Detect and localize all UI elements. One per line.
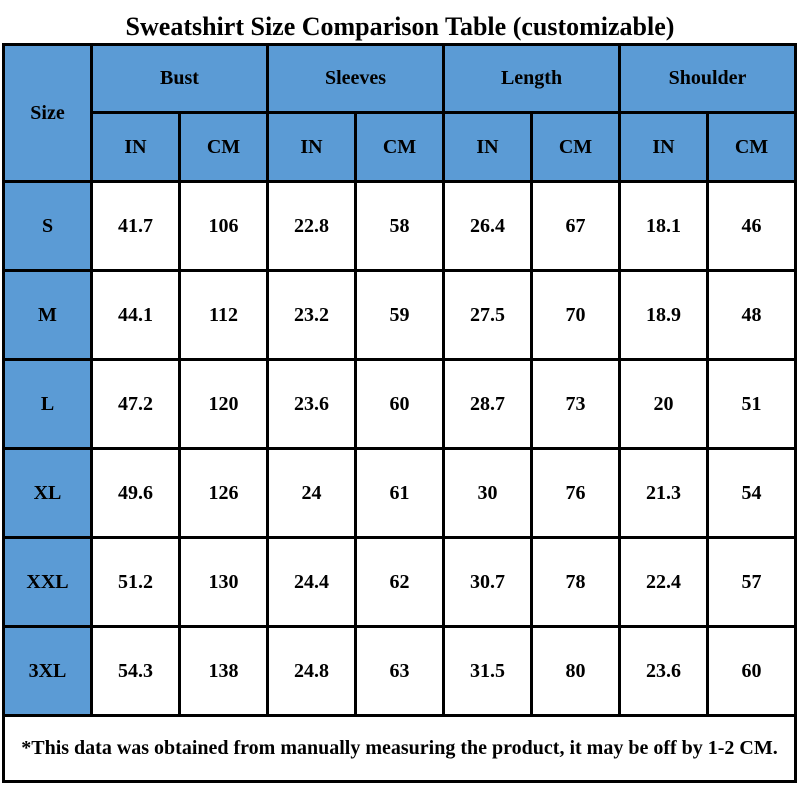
value-cell: 54.3 xyxy=(90,625,181,717)
value-cell: 49.6 xyxy=(90,447,181,539)
table-row-3xl: 3XL 54.3 138 24.8 63 31.5 80 23.6 60 xyxy=(2,625,797,717)
value-cell: 76 xyxy=(530,447,621,539)
size-label-s: S xyxy=(2,180,93,272)
value-cell: 28.7 xyxy=(442,358,533,450)
size-label-l: L xyxy=(2,358,93,450)
value-cell: 18.9 xyxy=(618,269,709,361)
value-cell: 41.7 xyxy=(90,180,181,272)
value-cell: 23.6 xyxy=(618,625,709,717)
size-label-3xl: 3XL xyxy=(2,625,93,717)
unit-header-length-cm: CM xyxy=(530,111,621,183)
value-cell: 63 xyxy=(354,625,445,717)
unit-header-sleeves-in: IN xyxy=(266,111,357,183)
size-label-m: M xyxy=(2,269,93,361)
value-cell: 70 xyxy=(530,269,621,361)
value-cell: 47.2 xyxy=(90,358,181,450)
value-cell: 26.4 xyxy=(442,180,533,272)
value-cell: 80 xyxy=(530,625,621,717)
unit-header-shoulder-cm: CM xyxy=(706,111,797,183)
value-cell: 57 xyxy=(706,536,797,628)
header-cell-shoulder: Shoulder xyxy=(618,43,797,114)
value-cell: 62 xyxy=(354,536,445,628)
value-cell: 126 xyxy=(178,447,269,539)
value-cell: 73 xyxy=(530,358,621,450)
value-cell: 120 xyxy=(178,358,269,450)
value-cell: 24 xyxy=(266,447,357,539)
value-cell: 60 xyxy=(354,358,445,450)
header-cell-bust: Bust xyxy=(90,43,269,114)
header-group-row: Size Bust Sleeves Length Shoulder xyxy=(2,43,797,183)
table-row-xxl: XXL 51.2 130 24.4 62 30.7 78 22.4 57 xyxy=(2,536,797,628)
value-cell: 112 xyxy=(178,269,269,361)
value-cell: 106 xyxy=(178,180,269,272)
value-cell: 24.4 xyxy=(266,536,357,628)
table-row-s: S 41.7 106 22.8 58 26.4 67 18.1 46 xyxy=(2,180,797,272)
footnote-text: *This data was obtained from manually me… xyxy=(2,714,797,783)
value-cell: 51 xyxy=(706,358,797,450)
value-cell: 24.8 xyxy=(266,625,357,717)
value-cell: 23.6 xyxy=(266,358,357,450)
size-label-xl: XL xyxy=(2,447,93,539)
value-cell: 51.2 xyxy=(90,536,181,628)
unit-header-length-in: IN xyxy=(442,111,533,183)
header-cell-sleeves: Sleeves xyxy=(266,43,445,114)
value-cell: 20 xyxy=(618,358,709,450)
value-cell: 58 xyxy=(354,180,445,272)
unit-header-sleeves-cm: CM xyxy=(354,111,445,183)
value-cell: 60 xyxy=(706,625,797,717)
value-cell: 59 xyxy=(354,269,445,361)
unit-header-shoulder-in: IN xyxy=(618,111,709,183)
table-row-xl: XL 49.6 126 24 61 30 76 21.3 54 xyxy=(2,447,797,539)
table-row-m: M 44.1 112 23.2 59 27.5 70 18.9 48 xyxy=(2,269,797,361)
unit-header-bust-in: IN xyxy=(90,111,181,183)
value-cell: 138 xyxy=(178,625,269,717)
table-row-l: L 47.2 120 23.6 60 28.7 73 20 51 xyxy=(2,358,797,450)
value-cell: 22.4 xyxy=(618,536,709,628)
value-cell: 22.8 xyxy=(266,180,357,272)
value-cell: 67 xyxy=(530,180,621,272)
size-comparison-table: Size Bust Sleeves Length Shoulder IN CM … xyxy=(2,43,797,783)
value-cell: 54 xyxy=(706,447,797,539)
value-cell: 30 xyxy=(442,447,533,539)
value-cell: 44.1 xyxy=(90,269,181,361)
value-cell: 31.5 xyxy=(442,625,533,717)
header-cell-length: Length xyxy=(442,43,621,114)
size-label-xxl: XXL xyxy=(2,536,93,628)
page-title: Sweatshirt Size Comparison Table (custom… xyxy=(125,12,675,41)
value-cell: 21.3 xyxy=(618,447,709,539)
value-cell: 130 xyxy=(178,536,269,628)
value-cell: 30.7 xyxy=(442,536,533,628)
value-cell: 61 xyxy=(354,447,445,539)
footnote-row: *This data was obtained from manually me… xyxy=(2,714,797,783)
value-cell: 23.2 xyxy=(266,269,357,361)
value-cell: 18.1 xyxy=(618,180,709,272)
header-unit-row: IN CM IN CM IN CM IN CM xyxy=(4,111,797,183)
value-cell: 78 xyxy=(530,536,621,628)
value-cell: 48 xyxy=(706,269,797,361)
header-cell-size: Size xyxy=(2,43,93,183)
value-cell: 27.5 xyxy=(442,269,533,361)
value-cell: 46 xyxy=(706,180,797,272)
unit-header-bust-cm: CM xyxy=(178,111,269,183)
